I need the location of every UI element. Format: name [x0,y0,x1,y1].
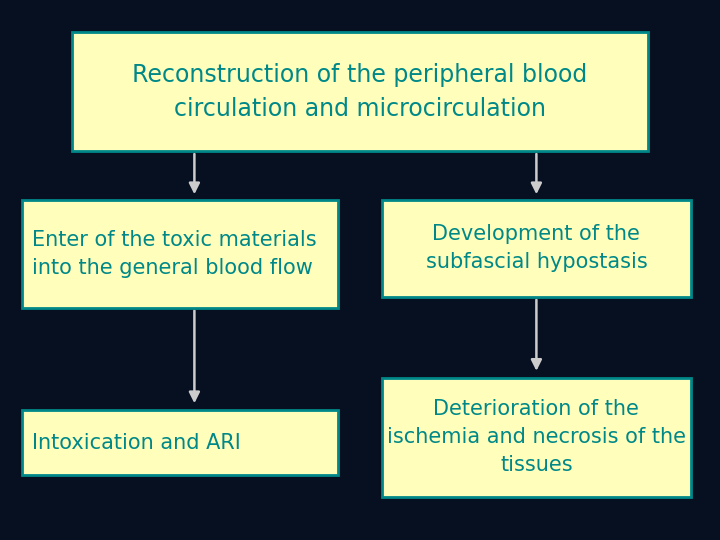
Text: Enter of the toxic materials
into the general blood flow: Enter of the toxic materials into the ge… [32,230,317,278]
FancyBboxPatch shape [22,200,338,308]
FancyBboxPatch shape [382,200,691,297]
Text: Deterioration of the
ischemia and necrosis of the
tissues: Deterioration of the ischemia and necros… [387,400,686,475]
Text: Reconstruction of the peripheral blood
circulation and microcirculation: Reconstruction of the peripheral blood c… [132,63,588,120]
Text: Intoxication and ARI: Intoxication and ARI [32,433,241,453]
FancyBboxPatch shape [382,378,691,497]
Text: Development of the
subfascial hypostasis: Development of the subfascial hypostasis [426,225,647,272]
FancyBboxPatch shape [22,410,338,475]
FancyBboxPatch shape [72,32,648,151]
